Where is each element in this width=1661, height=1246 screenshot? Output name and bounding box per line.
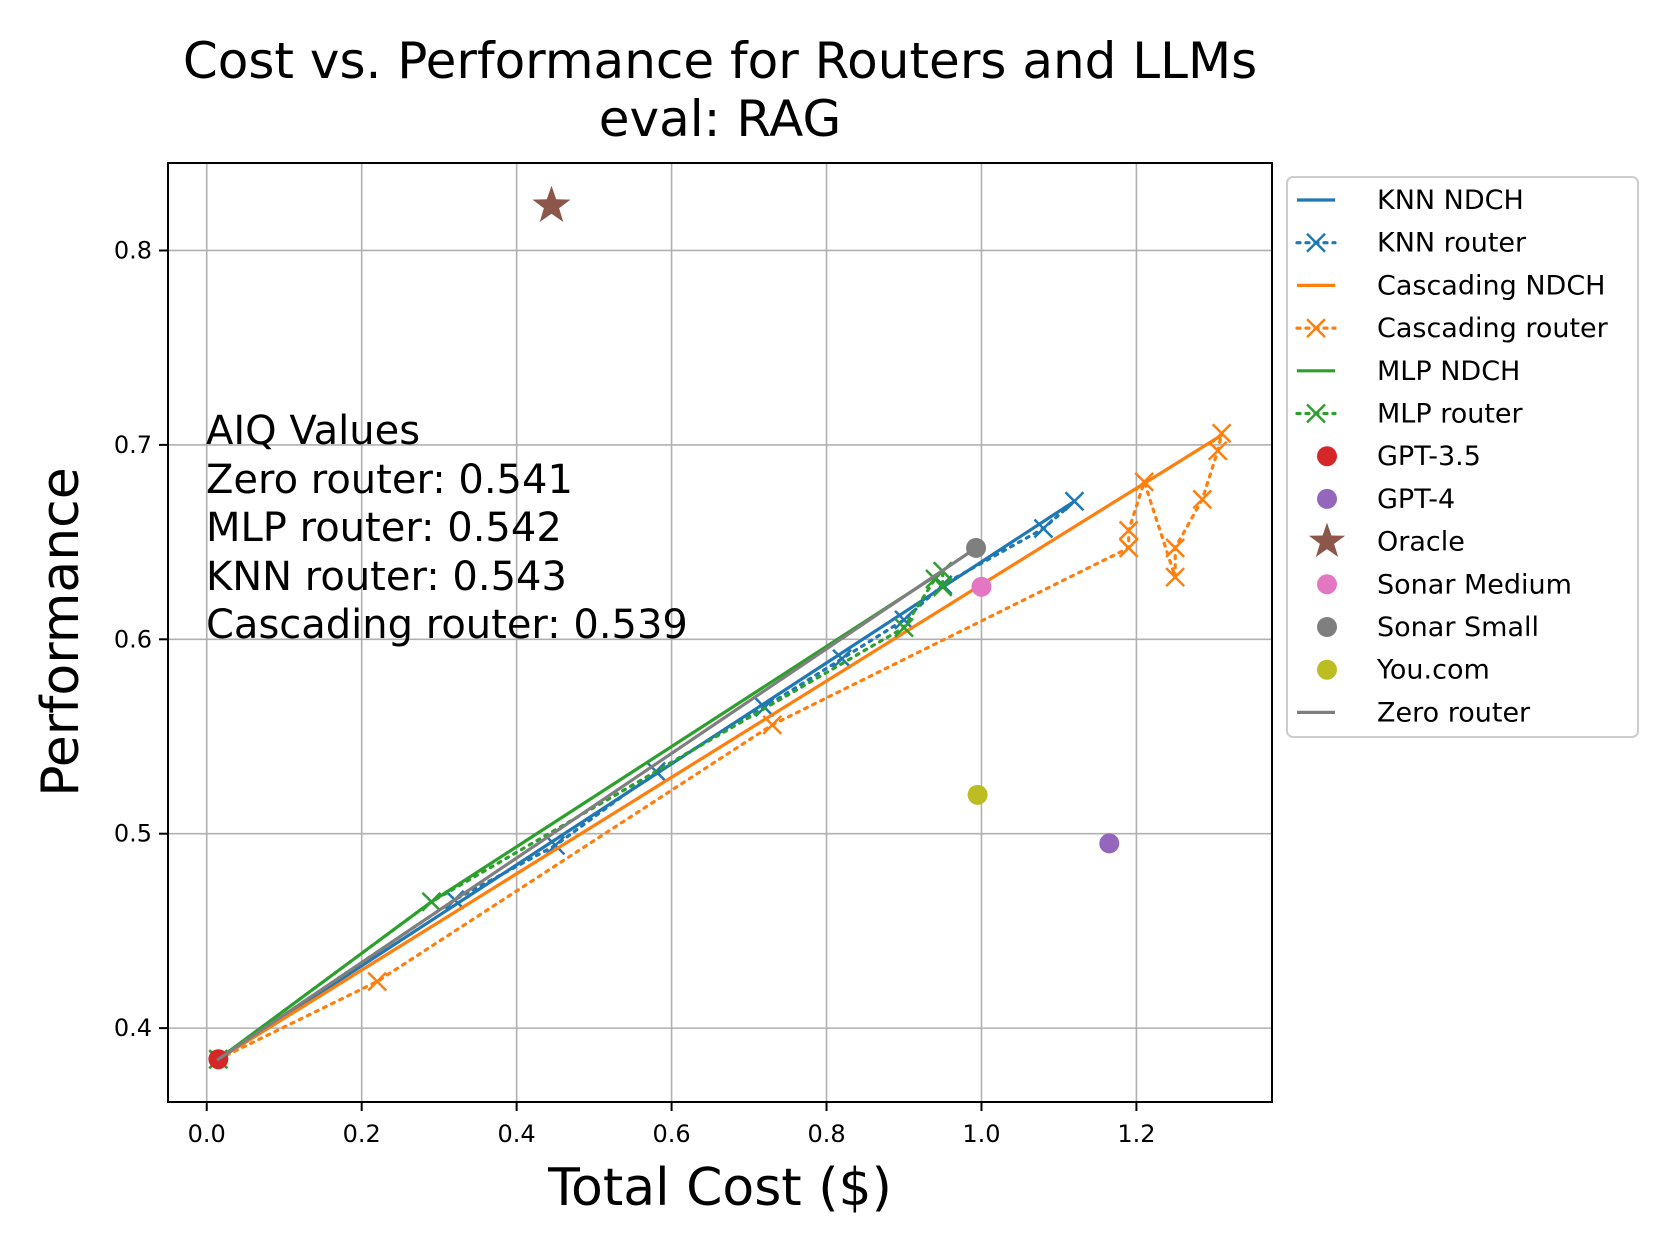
legend-item-knn-ndch: KNN NDCH [1297,185,1524,216]
y-axis-label: Performance [31,467,91,797]
legend-item-cascading-router: Cascading router [1295,313,1609,344]
aiq-knn-router: KNN router: 0.543 [206,554,567,600]
gpt-4-point [1099,833,1120,854]
grid-layer [168,163,1272,1102]
legend-label: You.com [1376,655,1490,686]
y-tick-label: 0.8 [114,236,152,264]
chart-title: Cost vs. Performance for Routers and LLM… [183,32,1257,90]
legend-label: Sonar Medium [1377,569,1572,600]
legend-label: Cascading NDCH [1377,270,1605,301]
legend-label: KNN NDCH [1377,185,1524,216]
tick-layer: 0.0 0.2 0.4 0.6 0.8 1.0 1.2 0.4 0.5 0.6 0.7 0.8 [114,236,1156,1148]
cascading-router-point [1134,471,1155,492]
knn-router-point [545,835,566,856]
series-sonar-medium [971,576,992,597]
legend-marker [1306,403,1326,424]
legend-swatch [1317,659,1337,680]
cascading-router-line [216,431,1224,1061]
legend-swatch [1317,488,1337,509]
legend-item-mlp-router: MLP router [1295,399,1524,430]
series-cascading-ndch [216,432,1224,1062]
legend-swatch [1317,617,1337,637]
knn-ndch-line [216,499,1077,1062]
legend-item-gpt-3-5: GPT-3.5 [1317,441,1481,472]
knn-router-point [894,609,914,630]
legend-item-sonar-small: Sonar Small [1317,612,1539,643]
x-axis-label: Total Cost ($) [547,1158,892,1218]
series-you-com [967,784,988,805]
legend-label: Sonar Small [1377,612,1539,643]
cascading-router-point [1118,538,1139,558]
series-knn-ndch [216,499,1077,1062]
legend-item-zero-router: Zero router [1297,697,1531,728]
legend-label: Zero router [1377,697,1531,728]
sonar-medium-point [971,576,992,597]
mlp-router-point [894,617,914,638]
legend-item-gpt-4: GPT-4 [1317,484,1455,515]
x-tick-label: 0.4 [498,1120,536,1148]
series-zero-router [216,545,979,1062]
cascading-router-point [1165,567,1186,587]
series-oracle [532,185,571,222]
legend-swatch [1317,574,1337,595]
cascading-ndch-line [216,432,1224,1062]
legend-label: KNN router [1377,228,1527,259]
knn-router-line [216,499,1077,1061]
cascading-router-point [762,714,783,735]
knn-router-point [1064,491,1085,512]
x-tick-label: 0.0 [188,1120,226,1148]
x-tick-label: 1.0 [962,1120,1000,1148]
mlp-router-point [421,891,442,912]
x-tick-label: 0.8 [807,1120,845,1148]
legend-label: Cascading router [1377,313,1609,344]
y-tick-label: 0.6 [114,625,152,653]
y-tick-label: 0.5 [114,820,152,848]
legend-item-oracle: Oracle [1308,522,1465,558]
cascading-router-point [1207,440,1228,461]
knn-router-point [832,648,852,669]
y-tick-label: 0.7 [114,431,152,459]
legend: KNN NDCH KNN router Cascading NDCH Cascadin… [1286,176,1639,738]
legend-swatch [1308,522,1346,557]
legend-item-cascading-ndch: Cascading NDCH [1297,270,1605,301]
y-tick-label: 0.4 [114,1014,152,1042]
legend-marker [1306,232,1326,253]
oracle-point [532,185,571,222]
legend-swatch [1317,446,1337,467]
plot-frame [167,162,1273,1103]
cascading-router-point [1192,489,1213,510]
chart-subtitle: eval: RAG [599,90,841,148]
mlp-router-line [216,569,945,1061]
x-tick-label: 0.2 [343,1120,381,1148]
legend-frame [1286,176,1639,738]
mlp-router-point [932,576,953,597]
aiq-annotation: AIQ Values Zero router: 0.541 MLP router… [206,408,688,648]
legend-item-mlp-ndch: MLP NDCH [1297,356,1520,387]
legend-item-you-com: You.com [1317,655,1490,686]
aiq-title: AIQ Values [206,408,420,454]
x-tick-label: 1.2 [1117,1120,1155,1148]
you-com-point [967,784,988,805]
series-layer [208,185,1232,1070]
cascading-router-point [1211,423,1232,444]
legend-label: Oracle [1377,527,1465,558]
x-tick-label: 0.6 [652,1120,690,1148]
legend-label: GPT-3.5 [1377,441,1481,472]
aiq-zero-router: Zero router: 0.541 [206,457,573,503]
legend-marker [1306,318,1326,338]
cascading-router-point [367,971,388,992]
cascading-router-point [1165,538,1186,558]
legend-item-sonar-medium: Sonar Medium [1317,569,1572,600]
legend-item-knn-router: KNN router [1295,228,1527,259]
knn-router-point [1033,518,1054,539]
series-gpt-4 [1099,833,1120,854]
aiq-mlp-router: MLP router: 0.542 [206,505,562,551]
legend-label: GPT-4 [1377,484,1455,515]
legend-label: MLP NDCH [1377,356,1520,387]
aiq-cascading-router: Cascading router: 0.539 [206,602,688,648]
cascading-router-point [1118,520,1139,541]
zero-router-line [216,545,979,1062]
legend-label: MLP router [1377,399,1524,430]
